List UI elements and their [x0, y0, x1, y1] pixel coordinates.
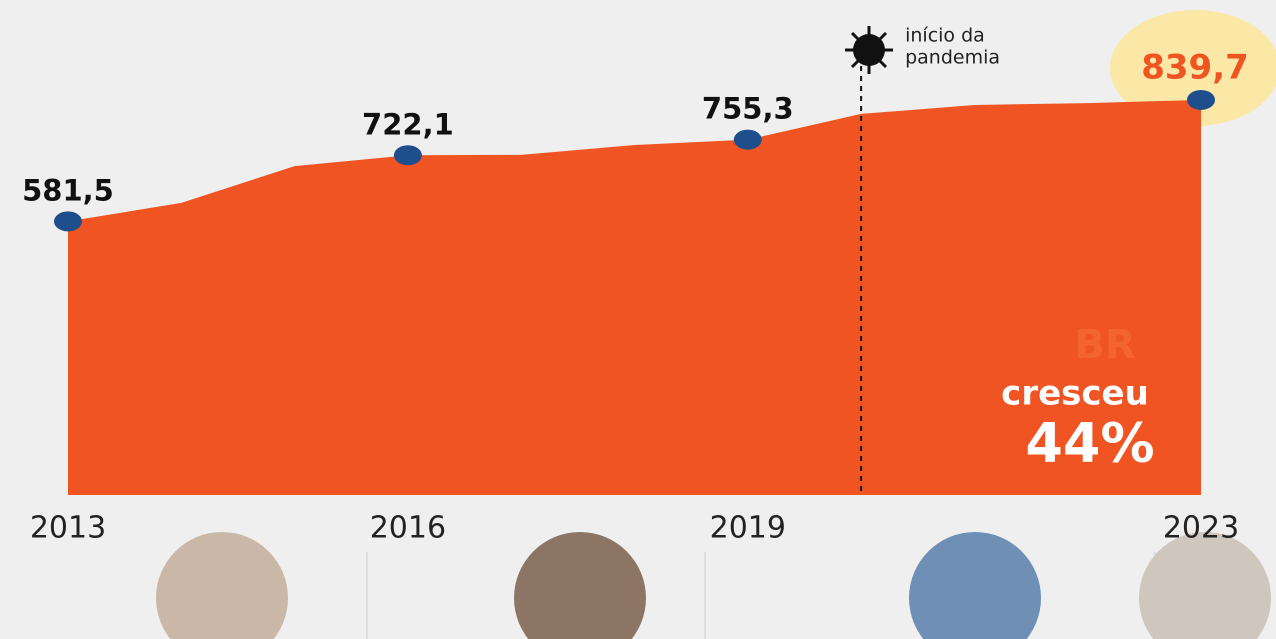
- virus-icon: [845, 26, 893, 74]
- marker: [54, 211, 82, 231]
- x-tick-label: 2013: [30, 511, 106, 546]
- marker: [1187, 90, 1215, 110]
- event-label: início da: [905, 25, 985, 47]
- x-tick-label: 2023: [1163, 511, 1239, 546]
- value-label: 755,3: [702, 92, 794, 126]
- callout-region: BR: [1074, 322, 1135, 368]
- x-tick-label: 2016: [370, 511, 446, 546]
- callout-text: cresceu: [1001, 374, 1149, 414]
- value-label: 581,5: [22, 173, 114, 207]
- callout-change: 44%: [1025, 412, 1154, 475]
- event-label: pandemia: [905, 47, 1000, 69]
- marker: [394, 145, 422, 165]
- x-tick-label: 2019: [710, 511, 786, 546]
- value-label: 722,1: [362, 107, 454, 141]
- value-label: 839,7: [1141, 48, 1249, 88]
- marker: [734, 130, 762, 150]
- chart: início dapandemia 581,5 722,1 755,3 839,7 201…: [0, 0, 1276, 639]
